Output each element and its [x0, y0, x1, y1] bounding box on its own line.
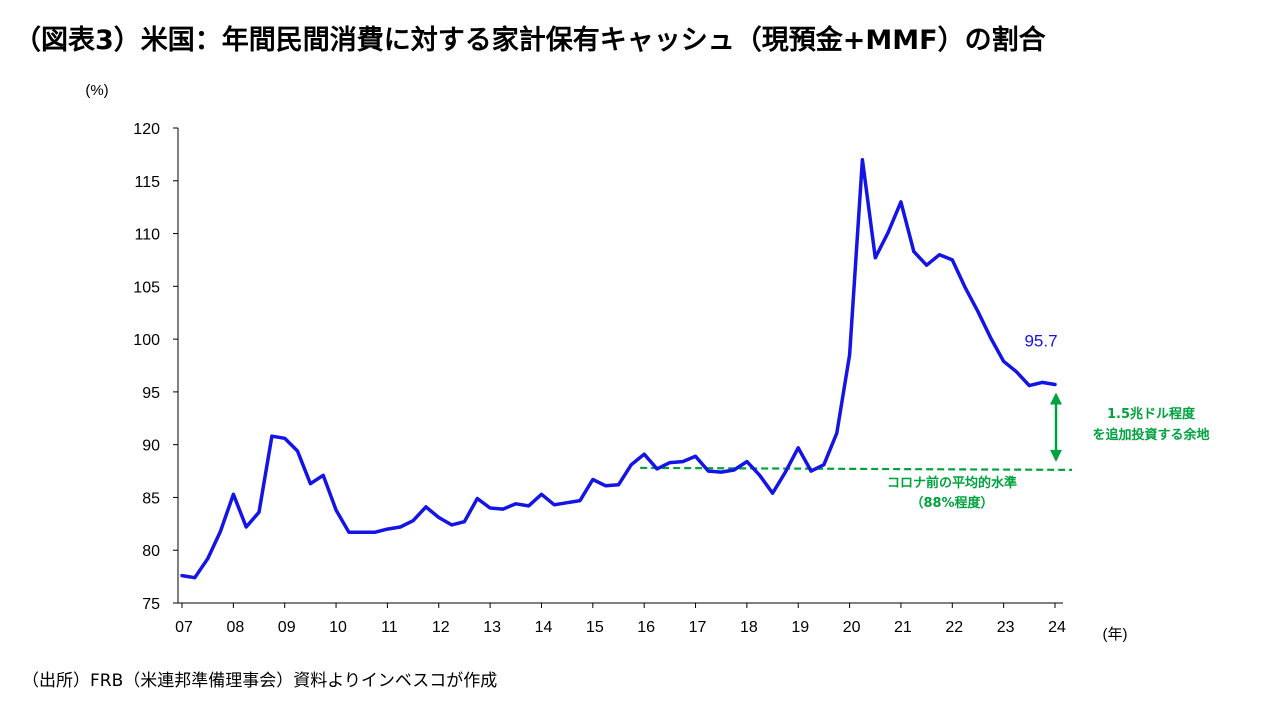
- x-tick-label: 20: [843, 619, 861, 636]
- chart-axes: 75 80 85 90 95 100 105 110 115 120 07 08 09 10 11 12 13 1…: [85, 82, 1127, 643]
- y-tick-label: 85: [142, 490, 160, 507]
- last-value-label: 95.7: [1024, 332, 1057, 351]
- x-tick-label: 24: [1048, 619, 1066, 636]
- y-tick-label: 75: [142, 596, 160, 613]
- x-tick-label: 18: [740, 619, 758, 636]
- x-tick-label: 12: [432, 619, 450, 636]
- benchmark-label-line2: （88%程度）: [910, 495, 993, 511]
- y-tick-label: 110: [134, 227, 160, 244]
- x-tick-label: 10: [329, 619, 347, 636]
- x-tick-label: 14: [535, 619, 553, 636]
- source-note: （出所）FRB（米連邦準備理事会）資料よりインベスコが作成: [22, 671, 498, 691]
- gap-annotation-line1: 1.5兆ドル程度: [1107, 406, 1196, 422]
- y-tick-label: 105: [133, 279, 160, 296]
- y-tick-label: 95: [142, 385, 160, 402]
- benchmark-line: [640, 466, 1073, 471]
- x-tick-label: 11: [381, 619, 398, 636]
- series-group: [180, 157, 1057, 580]
- x-tick-label: 17: [689, 619, 707, 636]
- y-tick-label: 120: [133, 121, 160, 138]
- x-tick-label: 13: [483, 619, 501, 636]
- y-tick-label: 100: [133, 332, 160, 349]
- x-tick-label: 08: [226, 619, 244, 636]
- gap-arrow-head-up: [1050, 392, 1062, 405]
- x-tick-label: 22: [945, 619, 963, 636]
- x-axis-unit: (年): [1103, 626, 1128, 643]
- y-tick-label: 115: [134, 174, 160, 191]
- page-title: （図表3）米国：年間民間消費に対する家計保有キャッシュ（現預金+MMF）の割合: [14, 25, 1046, 56]
- x-tick-label: 15: [586, 619, 604, 636]
- x-tick-label: 21: [894, 619, 912, 636]
- benchmark-label-line1: コロナ前の平均的水準: [887, 475, 1017, 491]
- x-tick-label: 23: [997, 619, 1015, 636]
- x-tick-label: 16: [637, 619, 655, 636]
- x-tick-label: 07: [175, 619, 193, 636]
- gap-arrow-head-down: [1050, 449, 1062, 462]
- benchmark-group: [640, 466, 1073, 471]
- gap-annotation-line2: を追加投資する余地: [1092, 427, 1209, 443]
- x-tick-label: 19: [791, 619, 809, 636]
- x-tick-label: 09: [278, 619, 296, 636]
- y-tick-label: 80: [142, 543, 160, 560]
- y-tick-label: 90: [142, 438, 160, 455]
- series-line: [180, 157, 1057, 580]
- y-axis-unit: (%): [85, 82, 108, 99]
